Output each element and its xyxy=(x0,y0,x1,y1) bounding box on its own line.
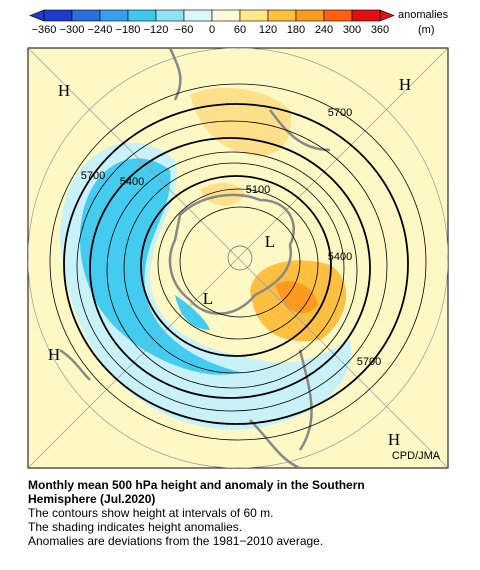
colorbar-segment xyxy=(211,9,241,22)
map-body xyxy=(28,48,448,468)
colorbar-segment xyxy=(127,9,157,22)
colorbar-tick-label: 360 xyxy=(371,24,389,36)
colorbar-unit: (m) xyxy=(418,24,435,36)
continent-coast xyxy=(59,48,331,468)
antarctica-coast xyxy=(168,193,295,315)
shading-negative xyxy=(80,158,240,375)
colorbar-segment xyxy=(351,9,381,22)
contour-label: 5700 xyxy=(81,170,105,182)
contour-label: 5400 xyxy=(328,251,352,263)
high-marker: H xyxy=(58,81,70,100)
colorbar-tick-label: −180 xyxy=(116,24,141,36)
colorbar-tick-label: −300 xyxy=(60,24,85,36)
colorbar-tick-label: 60 xyxy=(234,24,246,36)
colorbar-end xyxy=(29,9,45,22)
caption-line: Anomalies are deviations from the 1981−2… xyxy=(28,534,324,548)
colorbar-tick-label: 120 xyxy=(259,24,277,36)
colorbar-tick-label: −120 xyxy=(144,24,169,36)
colorbar-segment xyxy=(239,9,269,22)
meridian xyxy=(28,48,448,468)
low-marker: L xyxy=(265,232,275,251)
colorbar-tick-label: 180 xyxy=(287,24,305,36)
colorbar-segment xyxy=(43,9,73,22)
caption-line: The contours show height at intervals of… xyxy=(28,506,274,520)
high-marker: H xyxy=(48,345,60,364)
caption-title: Monthly mean 500 hPa height and anomaly … xyxy=(28,478,365,506)
colorbar: −360 −300 −240 −180 −120 −60 0 60 120 180 240 300 36… xyxy=(29,9,395,36)
credit: CPD/JMA xyxy=(392,450,441,462)
map-figure: −360 −300 −240 −180 −120 −60 0 60 120 180 240 300 36… xyxy=(27,9,449,469)
colorbar-tick-label: −240 xyxy=(88,24,113,36)
colorbar-unit-label: anomalies xyxy=(398,9,449,21)
colorbar-segment xyxy=(183,9,213,22)
colorbar-segment xyxy=(295,9,325,22)
colorbar-tick-label: 0 xyxy=(209,24,215,36)
shading-positive-strong xyxy=(275,281,318,314)
high-marker: H xyxy=(399,75,411,94)
colorbar-segment xyxy=(155,9,185,22)
contour-label: 5700 xyxy=(328,107,352,119)
colorbar-segment xyxy=(71,9,101,22)
colorbar-tick-label: 240 xyxy=(315,24,333,36)
caption: Monthly mean 500 hPa height and anomaly … xyxy=(28,478,428,548)
high-marker: H xyxy=(388,430,400,449)
pole-circle xyxy=(227,245,253,271)
colorbar-segment xyxy=(99,9,129,22)
colorbar-tick-label: −360 xyxy=(32,24,57,36)
low-marker: L xyxy=(203,289,213,308)
colorbar-tick-label: −60 xyxy=(175,24,194,36)
contours xyxy=(49,83,427,441)
contour-label: 5400 xyxy=(120,176,144,188)
colorbar-tick-label: 300 xyxy=(343,24,361,36)
shading-negative xyxy=(175,295,210,330)
contour-label: 5100 xyxy=(246,184,270,196)
colorbar-end xyxy=(379,9,395,22)
colorbar-segment xyxy=(267,9,297,22)
colorbar-segment xyxy=(323,9,353,22)
caption-line: The shading indicates height anomalies. xyxy=(28,520,243,534)
contour-label: 5700 xyxy=(357,356,381,368)
